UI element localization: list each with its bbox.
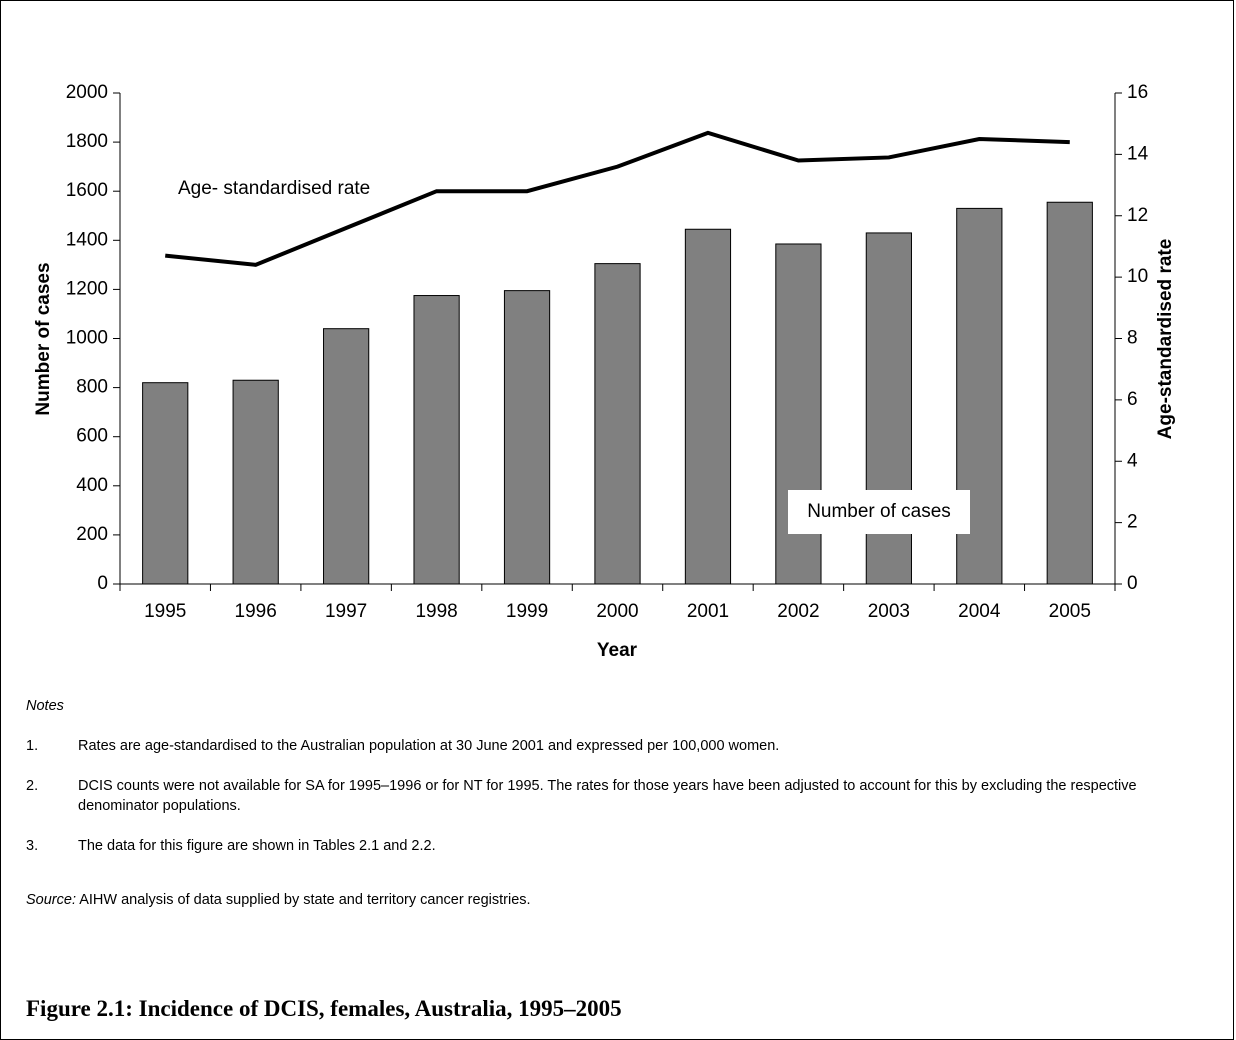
source: Source: AIHW analysis of data supplied b… — [26, 890, 531, 910]
source-text: AIHW analysis of data supplied by state … — [79, 892, 531, 908]
y-tick-label: 1400 — [66, 229, 108, 250]
bar — [1046, 201, 1093, 585]
series-label-box — [788, 490, 970, 534]
y2-axis-label: Age-standardised rate — [1155, 239, 1176, 440]
y2-tick-label: 0 — [1127, 573, 1138, 594]
bar — [594, 263, 641, 585]
chart: Number of cases Age-standardised rate Ye… — [33, 82, 1176, 661]
y2-tick-label: 6 — [1127, 389, 1138, 410]
bar — [503, 290, 551, 585]
bar — [684, 228, 732, 585]
y2-tick-label: 12 — [1127, 205, 1148, 226]
y-tick-label: 1200 — [66, 278, 108, 299]
rate-line — [165, 130, 1070, 267]
note-text: DCIS counts were not available for SA fo… — [78, 778, 1137, 814]
x-tick-label: 1996 — [235, 601, 277, 622]
x-tick-label: 2003 — [868, 601, 910, 622]
y2-tick-label: 14 — [1127, 143, 1149, 164]
series-label: Age- standardised rate — [178, 178, 370, 199]
note-number: 3. — [26, 838, 39, 854]
note-text: Rates are age-standardised to the Austra… — [78, 738, 780, 754]
y-tick-label: 1800 — [66, 131, 108, 152]
note-number: 2. — [26, 778, 39, 794]
y-tick-label: 1600 — [66, 180, 108, 201]
note-text: The data for this figure are shown in Ta… — [78, 838, 436, 854]
x-tick-label: 2000 — [596, 601, 638, 622]
figure-caption: Figure 2.1: Incidence of DCIS, females, … — [26, 996, 622, 1021]
bar — [232, 379, 279, 585]
x-tick-label: 2001 — [687, 601, 729, 622]
x-tick-label: 1995 — [144, 601, 186, 622]
series-label: Number of cases — [807, 501, 951, 522]
y-tick-label: 800 — [76, 377, 108, 398]
y-tick-label: 1000 — [66, 328, 108, 349]
y2-tick-label: 4 — [1127, 450, 1138, 471]
y2-tick-label: 8 — [1127, 328, 1138, 349]
x-tick-label: 2002 — [777, 601, 819, 622]
x-tick-label: 1999 — [506, 601, 548, 622]
notes-title: Notes — [26, 698, 64, 714]
bar — [142, 382, 189, 585]
y2-tick-label: 16 — [1127, 82, 1148, 103]
y-tick-label: 200 — [76, 524, 108, 545]
y-tick-label: 400 — [76, 475, 108, 496]
x-tick-label: 1997 — [325, 601, 367, 622]
x-tick-label: 1998 — [415, 601, 457, 622]
note-number: 1. — [26, 738, 39, 754]
y-tick-label: 600 — [76, 426, 108, 447]
x-axis-label: Year — [597, 640, 638, 661]
x-tick-label: 2005 — [1049, 601, 1091, 622]
y-axis-label: Number of cases — [33, 262, 54, 415]
y2-tick-label: 2 — [1127, 512, 1138, 533]
y-tick-label: 0 — [97, 573, 108, 594]
bar — [413, 295, 460, 585]
y-tick-label: 2000 — [66, 82, 108, 103]
source-label: Source: — [26, 892, 76, 908]
bar — [323, 328, 370, 585]
y2-tick-label: 10 — [1127, 266, 1148, 287]
x-tick-label: 2004 — [958, 601, 1001, 622]
